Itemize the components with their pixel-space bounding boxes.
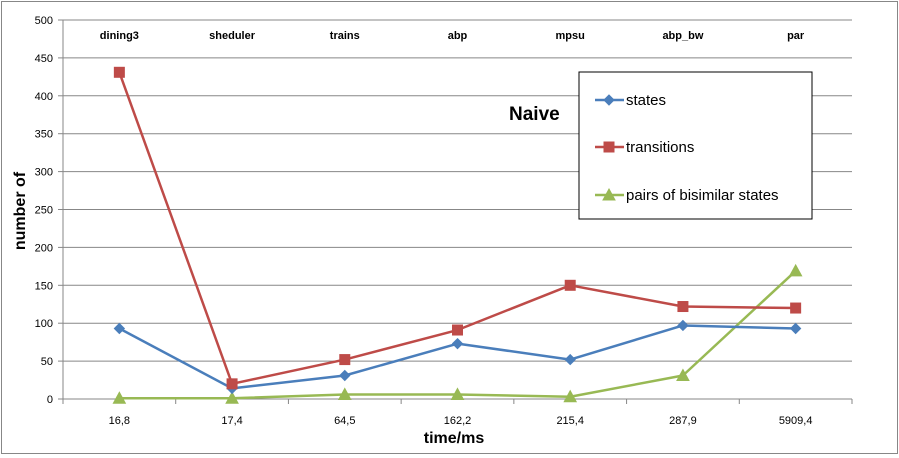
x-axis-ticks: 16,8 17,4 64,5 162,2 215,4 287,9 5909,4 (62, 399, 853, 427)
legend-item: transitions (595, 139, 694, 156)
legend-marker (603, 94, 615, 106)
legend-marker (603, 141, 615, 153)
data-point (225, 391, 239, 404)
y-tick-label: 50 (41, 356, 53, 368)
category-label: abp_bw (662, 30, 703, 42)
legend-marker (602, 187, 616, 201)
data-point (676, 368, 690, 382)
y-tick-label: 200 (35, 242, 53, 254)
series-group (112, 66, 803, 404)
data-point (789, 322, 802, 335)
data-point (226, 378, 238, 390)
y-tick-label: 150 (35, 280, 53, 292)
x-tick-label: 17,4 (221, 415, 242, 427)
y-axis-title: number of (12, 171, 29, 250)
category-top-labels: dining3 sheduler trains abp mpsu abp_bw par (100, 30, 805, 42)
data-point (790, 302, 802, 314)
y-tick-label: 350 (35, 129, 53, 141)
category-label: par (787, 30, 805, 42)
data-point (112, 391, 127, 404)
y-tick-label: 500 (35, 15, 53, 27)
y-tick-label: 400 (35, 91, 53, 103)
series-pairs-of-bisimilar-states (112, 263, 803, 404)
y-tick-label: 250 (35, 205, 53, 217)
legend-label: transitions (626, 139, 694, 156)
legend: states transitions pairs of bisimilar stat… (578, 71, 813, 220)
chart-annotation: Naive (509, 104, 560, 125)
x-tick-label: 287,9 (669, 415, 697, 427)
category-label: abp (448, 30, 468, 42)
series-transitions (113, 66, 802, 390)
data-point (677, 301, 689, 313)
data-point (113, 322, 126, 335)
category-label: trains (330, 30, 360, 42)
y-tick-label: 0 (47, 394, 53, 406)
legend-label: states (626, 92, 666, 109)
x-tick-label: 16,8 (109, 415, 130, 427)
category-label: sheduler (209, 30, 256, 42)
legend-label: pairs of bisimilar states (626, 187, 779, 204)
legend-item: pairs of bisimilar states (595, 187, 779, 204)
y-tick-label: 450 (35, 53, 53, 65)
data-point (337, 387, 352, 400)
data-point (564, 353, 576, 366)
data-point (564, 279, 576, 291)
y-tick-label: 300 (35, 167, 53, 179)
data-point (451, 337, 464, 350)
y-axis-ticks: 0 50 100 150 200 250 300 350 400 450 500 (35, 15, 63, 406)
grid-lines (63, 19, 852, 362)
data-point (113, 66, 125, 78)
x-tick-label: 5909,4 (779, 415, 813, 427)
data-point (450, 387, 465, 400)
x-tick-label: 215,4 (556, 415, 584, 427)
data-point (339, 354, 351, 366)
x-tick-label: 64,5 (334, 415, 355, 427)
data-point (452, 324, 463, 336)
y-tick-label: 100 (35, 318, 53, 330)
category-label: mpsu (556, 30, 585, 42)
data-point (788, 263, 803, 277)
legend-item: states (595, 92, 666, 109)
data-point (563, 389, 578, 403)
category-label: dining3 (100, 30, 139, 42)
data-point (677, 319, 689, 332)
x-axis-title: time/ms (424, 430, 485, 447)
x-tick-label: 162,2 (444, 415, 472, 427)
data-point (339, 369, 351, 382)
